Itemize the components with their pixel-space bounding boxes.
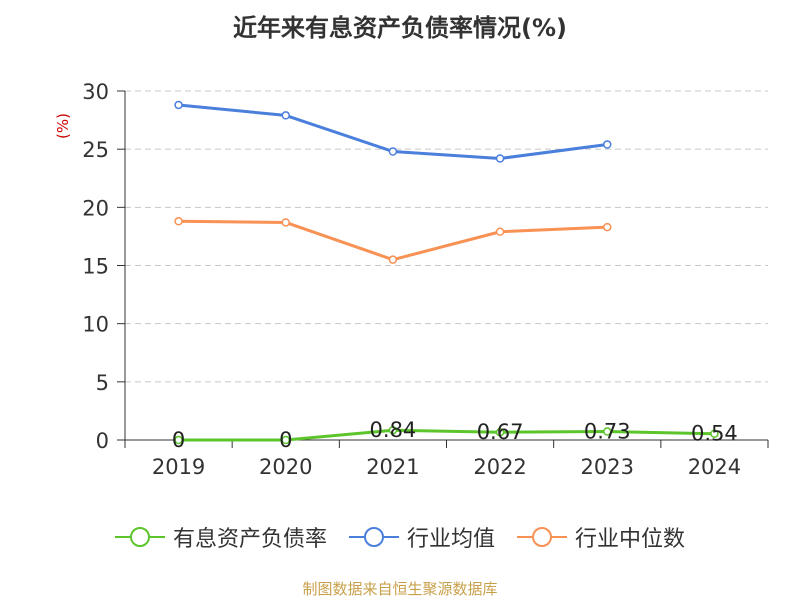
data-point [388,255,398,264]
legend-label: 有息资产负债率 [172,527,327,552]
data-point [174,435,183,445]
legend-label: 行业均值 [406,527,495,552]
x-tick-label: 2019 [152,455,205,479]
data-point [388,147,398,156]
data-point [281,218,290,227]
data-point [495,154,505,163]
series-1 [174,100,612,163]
y-tick-label: 10 [82,313,109,337]
data-point [281,435,290,445]
chart-title: 近年来有息资产负债率情况(%) [233,14,567,42]
data-label: 0.84 [370,418,417,442]
x-tick-label: 2022 [473,455,526,479]
legend-line-icon [517,527,567,547]
y-axis-label: (%) [54,113,72,139]
x-tick-label: 2021 [366,455,419,479]
x-tick-label: 2024 [688,455,741,479]
data-point [495,427,505,437]
legend-line-icon [114,527,165,547]
data-label: 0.73 [584,420,631,444]
series-line [177,428,716,442]
y-tick-label: 25 [82,138,109,162]
legend-item-industry-avg[interactable]: 行业均值 [348,521,495,553]
legend-line-icon [348,527,399,547]
data-point [603,427,612,436]
legend-item-industry-median[interactable]: 行业中位数 [517,521,685,553]
x-axis-ticks: 2019 2020 2021 2022 2023 2024 [124,440,769,479]
y-tick-label: 30 [82,80,109,104]
data-point [281,111,290,120]
grid-lines [125,90,768,383]
data-point [174,100,183,110]
data-point [174,217,183,226]
data-label: 0.67 [477,420,524,444]
y-axis-ticks: 0 5 10 15 20 25 30 [82,80,125,453]
data-point [495,227,505,237]
series-group [174,100,719,445]
series-0 [174,425,719,445]
data-point [603,222,612,232]
legend: 有息资产负债率 行业均值 行业中位数 [0,521,800,553]
source-note: 制图数据来自恒生聚源数据库 [302,580,498,598]
data-label: 0.54 [691,422,738,446]
y-tick-label: 5 [96,371,109,395]
data-point [388,425,398,435]
x-tick-label: 2023 [581,455,634,479]
data-point [710,429,719,438]
series-line [177,219,609,262]
data-point [603,140,612,149]
legend-item-debt-ratio[interactable]: 有息资产负债率 [114,521,327,553]
y-tick-label: 15 [82,255,109,279]
x-tick-label: 2020 [259,455,312,479]
data-label: 0 [172,428,185,452]
y-tick-label: 20 [82,196,109,220]
y-tick-label: 0 [96,429,109,453]
series-2 [174,217,612,264]
data-label: 0 [279,428,292,452]
legend-label: 行业中位数 [575,527,686,552]
data-labels: 0 0 0.84 0.67 0.73 0.54 [172,418,738,452]
